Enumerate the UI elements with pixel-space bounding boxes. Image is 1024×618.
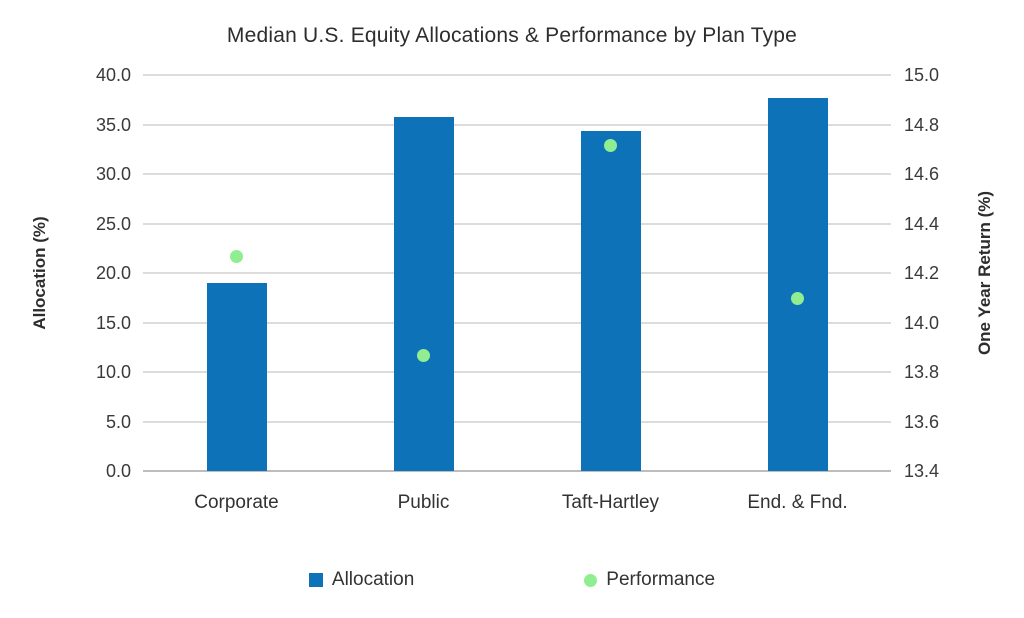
right-axis-tick-label: 14.4 xyxy=(904,213,940,234)
gridline xyxy=(143,173,891,175)
left-axis-tick-label: 25.0 xyxy=(95,213,131,234)
gridline xyxy=(143,371,891,373)
legend: Allocation Performance xyxy=(0,569,1024,591)
chart-title: Median U.S. Equity Allocations & Perform… xyxy=(226,24,798,47)
allocation-legend-marker-icon xyxy=(308,573,323,587)
gridline xyxy=(143,420,891,423)
performance-dot xyxy=(230,249,243,263)
gridline xyxy=(143,74,891,76)
left-axis-tick-label: 0.0 xyxy=(105,461,131,481)
performance-dot xyxy=(791,291,804,305)
allocation-bar xyxy=(206,282,267,471)
right-axis-tick-label: 14.8 xyxy=(904,114,940,135)
right-axis-tick-label: 15.0 xyxy=(904,65,940,85)
category-label: Taft-Hartley xyxy=(561,492,660,513)
right-axis-tick-label: 14.2 xyxy=(904,263,940,283)
performance-legend-marker-icon xyxy=(584,573,598,587)
right-axis-tick-label: 14.6 xyxy=(904,164,940,184)
left-axis-tick-label: 30.0 xyxy=(95,164,131,184)
left-axis-tick-label: 35.0 xyxy=(95,114,131,135)
gridline xyxy=(143,272,891,274)
category-label: Public xyxy=(397,492,450,513)
gridline xyxy=(143,222,891,225)
legend-label-performance: Performance xyxy=(606,569,716,590)
legend-item-allocation: Allocation xyxy=(308,569,415,591)
left-axis-title: Allocation (%) xyxy=(30,216,49,330)
plot-area xyxy=(143,74,891,472)
legend-item-performance: Performance xyxy=(584,569,715,591)
left-axis-tick-label: 5.0 xyxy=(105,411,131,432)
legend-label-allocation: Allocation xyxy=(331,569,415,590)
left-axis-tick-label: 15.0 xyxy=(95,312,131,333)
performance-dot xyxy=(417,348,430,362)
category-label: Corporate xyxy=(194,492,279,513)
left-axis-tick-label: 20.0 xyxy=(95,263,131,283)
allocation-bar xyxy=(393,116,454,471)
left-axis-tick-label: 10.0 xyxy=(95,362,131,382)
category-label: End. & Fnd. xyxy=(747,492,848,513)
allocation-bar xyxy=(767,97,828,471)
gridline xyxy=(143,123,891,126)
right-axis-tick-label: 14.0 xyxy=(904,312,940,333)
left-axis-tick-label: 40.0 xyxy=(95,65,131,85)
x-axis-line xyxy=(143,470,891,472)
allocation-bar xyxy=(580,131,641,471)
right-axis-title: One Year Return (%) xyxy=(975,190,994,356)
right-axis-tick-label: 13.6 xyxy=(904,411,940,432)
gridline xyxy=(143,321,891,324)
right-axis-tick-label: 13.8 xyxy=(904,362,940,382)
right-axis-tick-label: 13.4 xyxy=(904,461,940,481)
performance-dot xyxy=(604,139,617,153)
